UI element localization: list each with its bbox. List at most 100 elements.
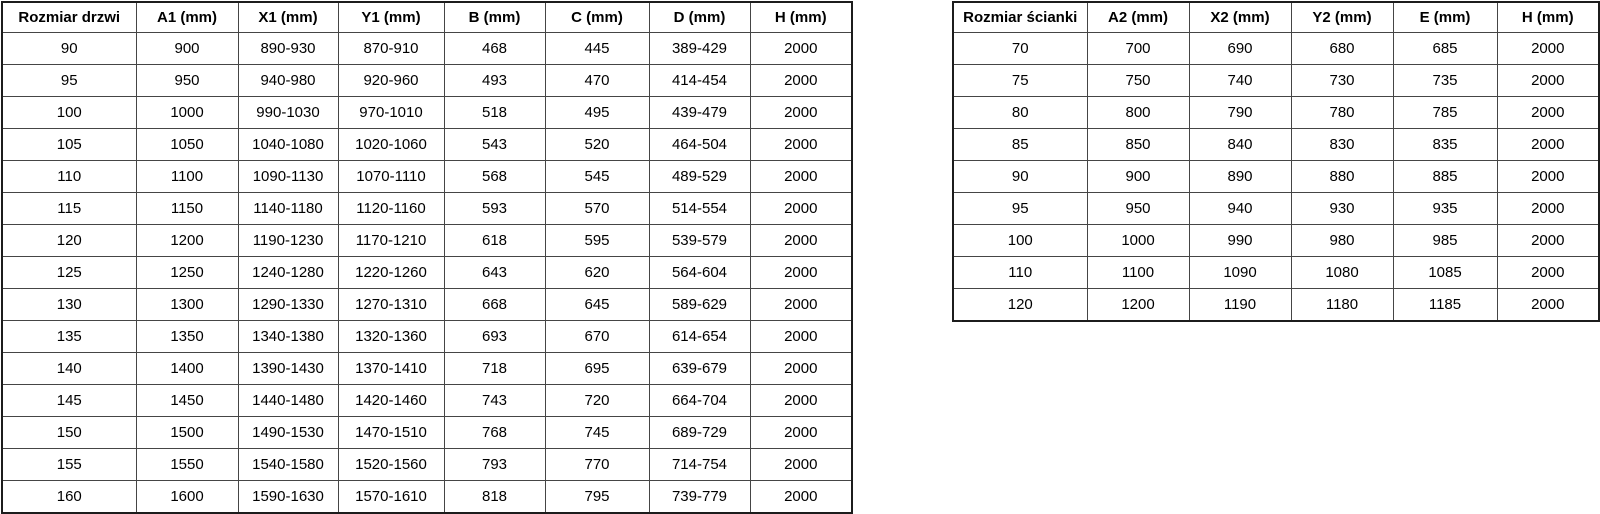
table-cell: 414-454 [648, 64, 751, 97]
table-cell: 589-629 [648, 288, 751, 321]
table-cell: 389-429 [648, 32, 751, 65]
table-cell: 545 [544, 160, 650, 193]
table-cell: 155 [1, 448, 137, 481]
table-cell: 639-679 [648, 352, 751, 385]
table-cell: 920-960 [337, 64, 445, 97]
table-cell: 2000 [749, 384, 853, 417]
table-cell: 150 [1, 416, 137, 449]
table-cell: 670 [544, 320, 650, 353]
table-cell: 1320-1360 [337, 320, 445, 353]
table-cell: 870-910 [337, 32, 445, 65]
table-cell: 110 [952, 256, 1088, 289]
table-cell: 100 [952, 224, 1088, 257]
table-cell: 1000 [135, 96, 239, 129]
table-cell: 1140-1180 [237, 192, 339, 225]
table-cell: 940 [1188, 192, 1292, 225]
table-cell: 664-704 [648, 384, 751, 417]
table-cell: 990 [1188, 224, 1292, 257]
table-row: 115 1150 1140-1180 1120-1160 593 570 514-554 20… [1, 192, 853, 225]
table-row: 90 900 890-930 870-910 468 445 389-429 2000 [1, 32, 853, 65]
table-cell: 595 [544, 224, 650, 257]
table-cell: 2000 [1496, 128, 1600, 161]
table-row: 100 1000 990-1030 970-1010 518 495 439-479 2000 [1, 96, 853, 129]
table-cell: 1490-1530 [237, 416, 339, 449]
table-row: 145 1450 1440-1480 1420-1460 743 720 664-704 20… [1, 384, 853, 417]
table-row: 125 1250 1240-1280 1220-1260 643 620 564-604 20… [1, 256, 853, 289]
table-cell: 1440-1480 [237, 384, 339, 417]
table-cell: 740 [1188, 64, 1292, 97]
table-cell: 1170-1210 [337, 224, 445, 257]
table-row: 130 1300 1290-1330 1270-1310 668 645 589-629 20… [1, 288, 853, 321]
table-row: 110 1100 1090-1130 1070-1110 568 545 489-529 20… [1, 160, 853, 193]
table-row: 85 850 840 830 835 2000 [952, 128, 1600, 161]
table-cell: 1390-1430 [237, 352, 339, 385]
table-cell: 935 [1392, 192, 1498, 225]
column-header: D (mm) [648, 1, 751, 33]
table-cell: 835 [1392, 128, 1498, 161]
table-cell: 2000 [749, 288, 853, 321]
table-cell: 125 [1, 256, 137, 289]
table-cell: 693 [443, 320, 546, 353]
wall-panel-sizes-table-body: 70 700 690 680 685 2000 75 750 740 730 735 2000 80 80… [952, 32, 1600, 322]
table-cell: 1020-1060 [337, 128, 445, 161]
table-cell: 720 [544, 384, 650, 417]
table-cell: 1200 [135, 224, 239, 257]
table-row: 105 1050 1040-1080 1020-1060 543 520 464-504 20… [1, 128, 853, 161]
table-cell: 120 [1, 224, 137, 257]
table-row: 70 700 690 680 685 2000 [952, 32, 1600, 65]
table-cell: 2000 [749, 416, 853, 449]
table-cell: 160 [1, 480, 137, 514]
table-cell: 568 [443, 160, 546, 193]
table-cell: 110 [1, 160, 137, 193]
table-cell: 439-479 [648, 96, 751, 129]
table-cell: 695 [544, 352, 650, 385]
table-cell: 950 [1086, 192, 1190, 225]
table-cell: 790 [1188, 96, 1292, 129]
table-cell: 739-779 [648, 480, 751, 514]
wall-panel-sizes-table-header: Rozmiar ścianki A2 (mm) X2 (mm) Y2 (mm) E (m… [952, 1, 1600, 33]
column-header: H (mm) [749, 1, 853, 33]
table-cell: 1270-1310 [337, 288, 445, 321]
table-cell: 1600 [135, 480, 239, 514]
table-cell: 445 [544, 32, 650, 65]
table-row: 110 1100 1090 1080 1085 2000 [952, 256, 1600, 289]
table-cell: 690 [1188, 32, 1292, 65]
table-cell: 75 [952, 64, 1088, 97]
table-cell: 830 [1290, 128, 1394, 161]
table-cell: 1190 [1188, 288, 1292, 322]
table-cell: 890-930 [237, 32, 339, 65]
table-cell: 70 [952, 32, 1088, 65]
table-cell: 1120-1160 [337, 192, 445, 225]
table-row: 90 900 890 880 885 2000 [952, 160, 1600, 193]
table-cell: 90 [952, 160, 1088, 193]
table-cell: 2000 [749, 32, 853, 65]
table-row: 135 1350 1340-1380 1320-1360 693 670 614-654 20… [1, 320, 853, 353]
table-cell: 2000 [749, 480, 853, 514]
table-cell: 2000 [749, 320, 853, 353]
table-cell: 743 [443, 384, 546, 417]
header-row: Rozmiar ścianki A2 (mm) X2 (mm) Y2 (mm) E (m… [952, 1, 1600, 33]
table-cell: 950 [135, 64, 239, 97]
table-cell: 570 [544, 192, 650, 225]
table-cell: 95 [952, 192, 1088, 225]
table-cell: 1470-1510 [337, 416, 445, 449]
wall-panel-sizes-table: Rozmiar ścianki A2 (mm) X2 (mm) Y2 (mm) E (m… [952, 1, 1600, 322]
column-header: B (mm) [443, 1, 546, 33]
table-cell: 668 [443, 288, 546, 321]
table-cell: 990-1030 [237, 96, 339, 129]
table-cell: 1090-1130 [237, 160, 339, 193]
table-cell: 685 [1392, 32, 1498, 65]
table-cell: 1300 [135, 288, 239, 321]
table-cell: 1350 [135, 320, 239, 353]
table-cell: 930 [1290, 192, 1394, 225]
table-cell: 564-604 [648, 256, 751, 289]
table-cell: 2000 [749, 448, 853, 481]
table-cell: 468 [443, 32, 546, 65]
table-cell: 850 [1086, 128, 1190, 161]
table-cell: 1250 [135, 256, 239, 289]
table-cell: 689-729 [648, 416, 751, 449]
table-cell: 140 [1, 352, 137, 385]
table-cell: 795 [544, 480, 650, 514]
table-cell: 85 [952, 128, 1088, 161]
table-cell: 900 [1086, 160, 1190, 193]
